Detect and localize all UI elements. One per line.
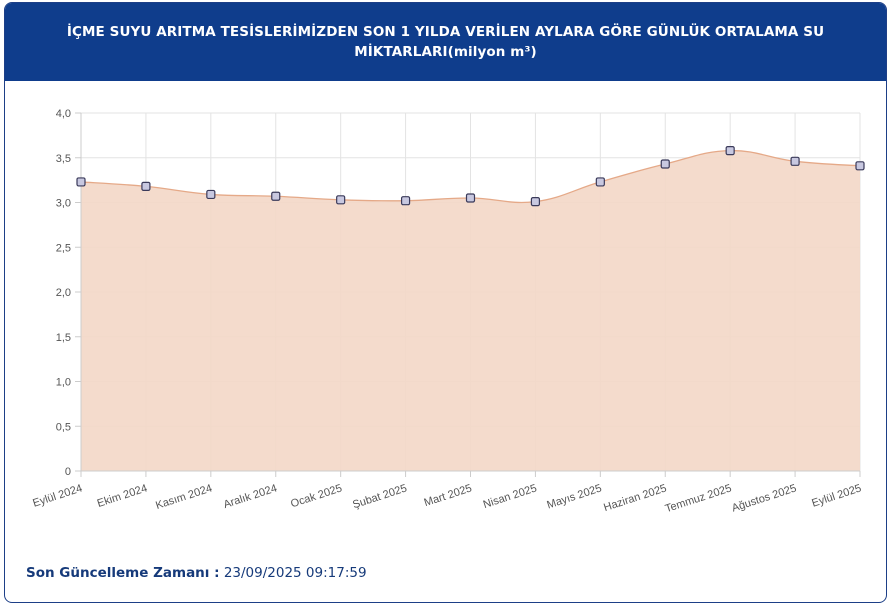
y-tick-labels: 0 0,5 1,0 1,5 2,0 2,5 3,0 3,5 4,0 bbox=[56, 108, 71, 478]
x-tick-label: Haziran 2025 bbox=[602, 482, 668, 514]
y-tick-label: 1,0 bbox=[56, 377, 71, 389]
axis-layer bbox=[75, 112, 861, 477]
data-point[interactable] bbox=[530, 197, 541, 207]
x-tick-label: Nisan 2025 bbox=[482, 482, 539, 511]
data-point[interactable] bbox=[725, 145, 735, 156]
x-tick-label: Kasım 2024 bbox=[154, 482, 214, 512]
last-update-label: Son Güncelleme Zamanı : bbox=[26, 565, 220, 581]
x-tick-label: Temmuz 2025 bbox=[664, 482, 733, 515]
data-point[interactable] bbox=[660, 159, 670, 169]
x-tick-label: Ağustos 2025 bbox=[730, 482, 798, 514]
y-tick-label: 0,5 bbox=[56, 421, 71, 433]
x-tick-label: Eylül 2024 bbox=[31, 482, 84, 509]
area-chart: 0 0,5 1,0 1,5 2,0 2,5 3,0 3,5 4,0 Eylül 2024 Ekim… bbox=[31, 108, 865, 515]
chart-card: İÇME SUYU ARITMA TESİSLERİMİZDEN SON 1 Y… bbox=[4, 2, 887, 603]
y-tick-label: 2,0 bbox=[56, 287, 71, 299]
x-tick-label: Şubat 2025 bbox=[351, 482, 408, 511]
data-point[interactable] bbox=[271, 191, 281, 201]
chart-title: İÇME SUYU ARITMA TESİSLERİMİZDEN SON 1 Y… bbox=[66, 24, 825, 60]
x-tick-label: Ocak 2025 bbox=[289, 482, 343, 510]
chart-header: İÇME SUYU ARITMA TESİSLERİMİZDEN SON 1 Y… bbox=[5, 3, 886, 81]
data-point[interactable] bbox=[336, 195, 346, 205]
data-point[interactable] bbox=[595, 177, 605, 187]
x-tick-label: Aralık 2024 bbox=[222, 482, 279, 511]
data-point[interactable] bbox=[465, 193, 476, 203]
series-area bbox=[81, 150, 860, 471]
y-tick-label: 3,5 bbox=[56, 153, 71, 165]
data-point[interactable] bbox=[790, 156, 800, 166]
y-tick-label: 2,5 bbox=[56, 242, 71, 254]
x-tick-labels: Eylül 2024 Ekim 2024 Kasım 2024 Aralık 2024… bbox=[31, 482, 863, 515]
points-layer bbox=[76, 145, 865, 207]
x-tick-label: Mayıs 2025 bbox=[545, 482, 603, 511]
last-update: Son Güncelleme Zamanı : 23/09/2025 09:17… bbox=[26, 565, 367, 581]
data-point[interactable] bbox=[141, 181, 151, 191]
y-tick-label: 3,0 bbox=[56, 198, 71, 210]
chart-area: 0 0,5 1,0 1,5 2,0 2,5 3,0 3,5 4,0 Eylül 2024 Ekim… bbox=[5, 81, 886, 521]
y-tick-label: 1,5 bbox=[56, 332, 71, 344]
data-point[interactable] bbox=[76, 177, 86, 187]
last-update-value: 23/09/2025 09:17:59 bbox=[223, 565, 367, 581]
data-point[interactable] bbox=[206, 189, 216, 200]
y-tick-label: 0 bbox=[65, 466, 71, 478]
x-tick-label: Ekim 2024 bbox=[96, 482, 149, 509]
y-tick-label: 4,0 bbox=[56, 108, 71, 120]
x-tick-label: Eylül 2025 bbox=[810, 482, 863, 509]
x-tick-label: Mart 2025 bbox=[423, 482, 474, 509]
data-point[interactable] bbox=[855, 161, 865, 171]
data-point[interactable] bbox=[400, 196, 411, 206]
